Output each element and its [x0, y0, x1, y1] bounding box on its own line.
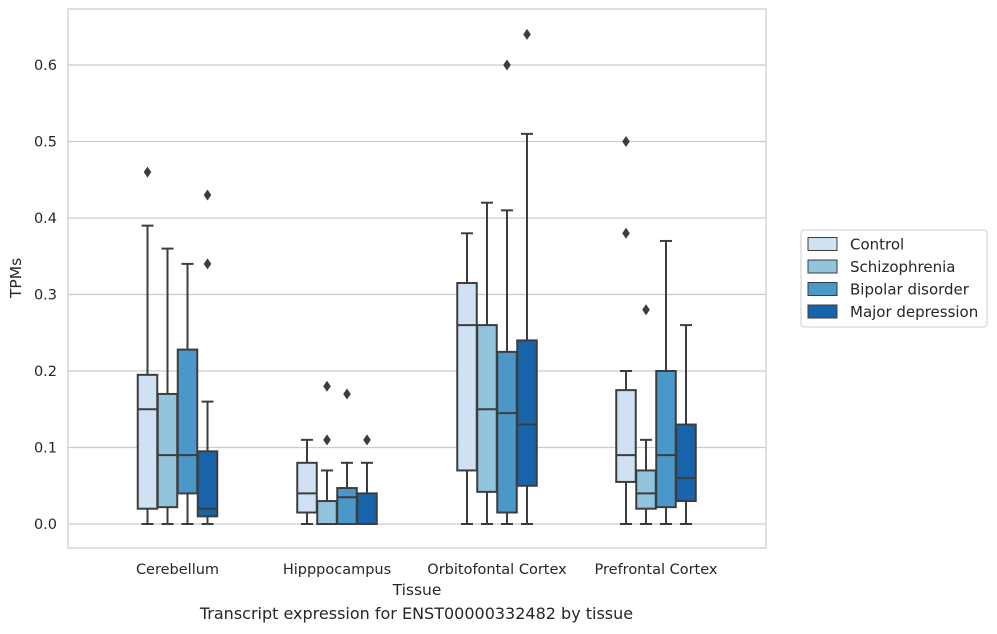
- outlier-point: [363, 434, 371, 446]
- legend-swatch: [807, 282, 838, 296]
- box-body: [156, 392, 179, 509]
- x-axis-label: Tissue: [392, 581, 442, 599]
- outlier-point: [622, 136, 630, 147]
- y-axis-label: TPMs: [7, 258, 25, 299]
- box-bipolar-disorder: [496, 59, 518, 525]
- box-body: [516, 339, 538, 487]
- x-tick-label: Orbitofontal Cortex: [427, 562, 567, 578]
- box-control: [615, 136, 637, 525]
- legend-swatch: [807, 259, 838, 274]
- outlier-point: [523, 28, 531, 40]
- y-tick-label: 0.5: [34, 135, 57, 151]
- box-control: [136, 166, 159, 525]
- x-tick-labels: Cerebellum Hipppocampus Orbitofontal Corte…: [136, 562, 718, 578]
- box-bipolar-disorder: [336, 388, 358, 526]
- box-body: [176, 348, 199, 495]
- legend-label: Bipolar disorder: [850, 281, 970, 299]
- box-control: [456, 232, 478, 525]
- box-schizophrenia: [156, 247, 179, 525]
- outlier-point: [203, 258, 212, 270]
- box-major-depression: [675, 324, 697, 525]
- box-major-depression: [516, 28, 538, 525]
- box-body: [316, 500, 338, 525]
- outlier-point: [642, 304, 650, 316]
- box-body: [296, 461, 318, 514]
- box-body: [635, 469, 657, 510]
- y-tick-labels: 0.0 0.1 0.2 0.3 0.4 0.5 0.6: [34, 58, 57, 533]
- x-tick-label: Prefrontal Cortex: [595, 562, 718, 578]
- y-tick-label: 0.6: [34, 58, 57, 74]
- box-body: [675, 423, 697, 503]
- outlier-point: [503, 59, 511, 71]
- box-body: [196, 450, 219, 518]
- box-body: [356, 492, 378, 525]
- box-body: [496, 350, 518, 514]
- legend-frame: [800, 229, 988, 328]
- box-schizophrenia: [476, 201, 498, 525]
- legend-swatch: [807, 304, 838, 319]
- outlier-point: [323, 434, 331, 446]
- box-body: [655, 370, 677, 509]
- x-tick-label: Cerebellum: [136, 562, 219, 578]
- outlier-point: [343, 388, 351, 400]
- legend: Control Schizophrenia Bipolar disorder Majo…: [800, 229, 988, 328]
- plot-frame: [67, 8, 767, 549]
- legend-label: Schizophrenia: [850, 258, 955, 276]
- outlier-point: [143, 166, 152, 178]
- box-major-depression: [196, 189, 219, 525]
- legend-label: Control: [850, 236, 904, 254]
- box-schizophrenia: [316, 380, 338, 525]
- outlier-point: [203, 189, 212, 201]
- y-tick-label: 0.3: [34, 288, 57, 304]
- box-body: [456, 282, 478, 472]
- box-body: [136, 373, 159, 510]
- y-tick-label: 0.0: [34, 517, 57, 533]
- x-tick-label: Hipppocampus: [283, 562, 391, 578]
- box-major-depression: [356, 434, 378, 525]
- y-tick-label: 0.2: [34, 364, 57, 380]
- outlier-point: [622, 227, 630, 239]
- box-bipolar-disorder: [176, 262, 199, 525]
- box-control: [296, 438, 318, 525]
- legend-swatch: [807, 237, 838, 251]
- legend-label: Major depression: [850, 303, 978, 321]
- box-schizophrenia: [635, 304, 657, 525]
- box-body: [615, 389, 637, 483]
- outlier-point: [323, 380, 331, 392]
- chart-caption: Transcript expression for ENST0000033248…: [199, 604, 634, 623]
- box-body: [336, 487, 358, 526]
- box-layer: [136, 28, 697, 526]
- box-bipolar-disorder: [655, 239, 677, 525]
- y-tick-label: 0.1: [34, 441, 57, 457]
- y-tick-label: 0.4: [34, 211, 57, 227]
